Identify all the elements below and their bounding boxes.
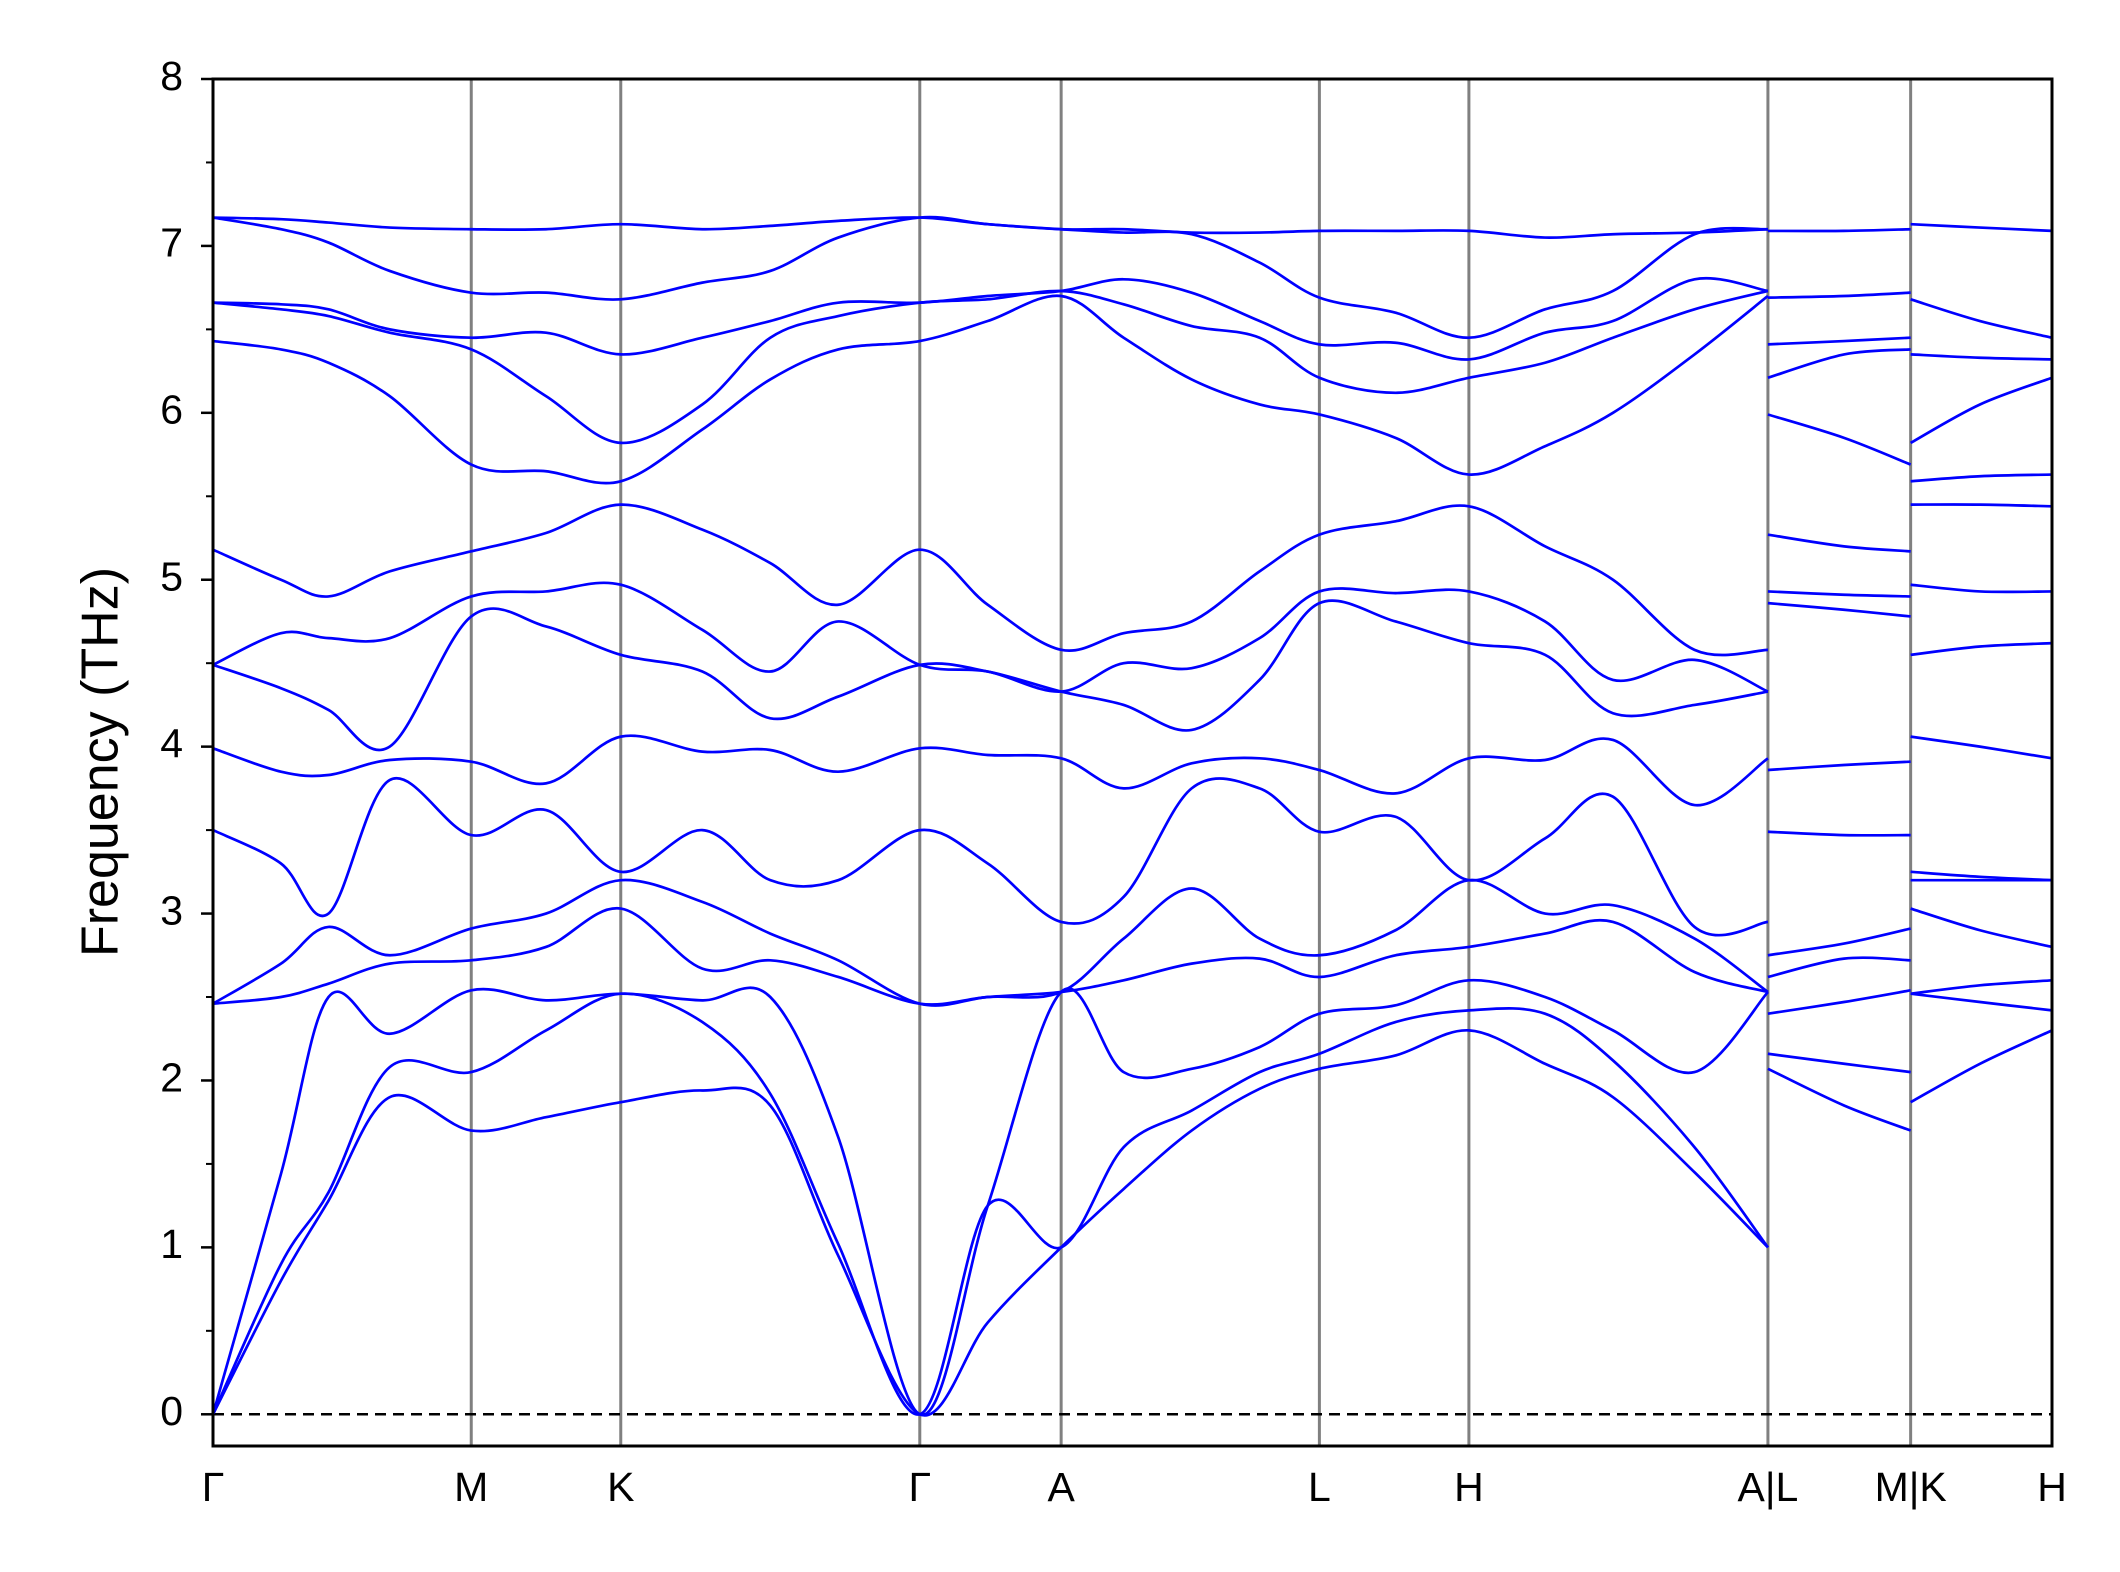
x-tick-label: M|K: [1875, 1464, 1947, 1510]
band-line: [212, 581, 2053, 693]
band-line: [211, 1029, 2053, 1417]
band-line: [212, 294, 2053, 485]
y-tick-label: 7: [160, 220, 183, 266]
y-tick-label: 6: [160, 387, 183, 433]
band-line: [212, 215, 2053, 340]
x-tick-label: K: [607, 1464, 634, 1510]
y-tick-label: 5: [160, 554, 183, 600]
band-line: [212, 878, 2052, 1007]
x-tick-label: Γ: [202, 1464, 225, 1510]
y-tick-label: 1: [160, 1221, 183, 1267]
band-line: [211, 978, 2053, 1416]
y-tick-label: 4: [160, 720, 183, 766]
band-line: [212, 776, 2053, 937]
y-tick-label: 2: [160, 1054, 183, 1100]
band-line: [212, 503, 2053, 657]
band-line: [212, 734, 2053, 807]
x-tick-label: Γ: [908, 1464, 931, 1510]
plot-frame: [211, 77, 2054, 1448]
band-line: [212, 599, 2053, 752]
band-line: [212, 289, 2053, 445]
x-tick-label: L: [1308, 1464, 1331, 1510]
y-axis-label: Frequency (THz): [72, 567, 130, 957]
x-tick-label: H: [1454, 1464, 1484, 1510]
y-tick-label: 8: [160, 53, 183, 99]
band-line: [212, 216, 2053, 239]
x-tick-label: M: [454, 1464, 488, 1510]
band-line: [212, 276, 2053, 361]
band-line: [211, 992, 2053, 1416]
x-tick-label: A: [1047, 1464, 1075, 1510]
y-tick-label: 3: [160, 887, 183, 933]
x-tick-label: A|L: [1738, 1464, 1799, 1510]
x-tick-label: H: [2037, 1464, 2067, 1510]
y-tick-label: 0: [160, 1388, 183, 1434]
